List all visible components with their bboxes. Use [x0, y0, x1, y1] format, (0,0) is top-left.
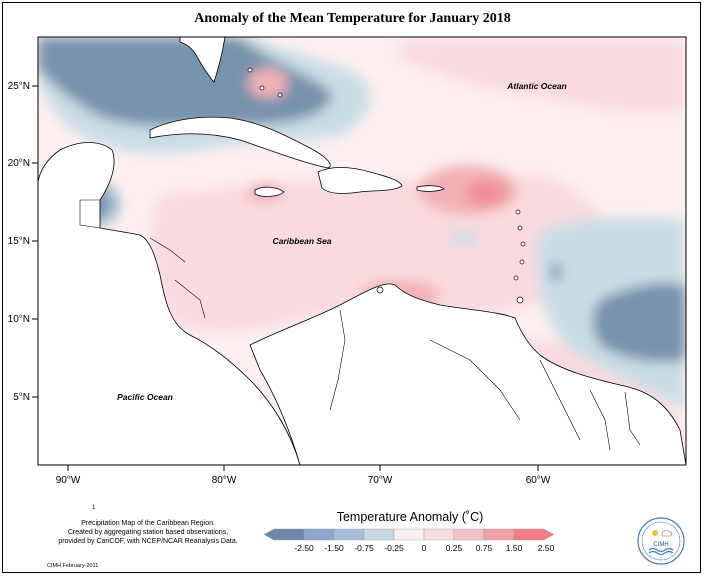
legend-label-6: 0.75 — [476, 543, 493, 553]
legend-label-5: 0.25 — [446, 543, 463, 553]
sun-icon — [652, 530, 658, 536]
french-guiana-border — [624, 391, 641, 446]
legend-label-2: -0.75 — [354, 543, 374, 553]
hispaniola-land — [317, 167, 403, 194]
legend-title: Temperature Anomaly (˚C) — [336, 510, 484, 524]
cuba-land — [149, 116, 331, 169]
latitude-axis: 25°N 20°N 15°N 10°N 5°N — [8, 81, 38, 403]
legend-swatch-0 — [263, 528, 305, 541]
lat-label-25: 25°N — [8, 81, 30, 92]
footnote-line-3: provided by CariCOF, with NCEP/NCAR Rean… — [58, 538, 238, 545]
legend-swatch-3 — [363, 528, 395, 541]
wave-icon-2 — [648, 550, 674, 556]
atlantic-ocean-label: Atlantic Ocean — [506, 81, 567, 91]
footnote-line-1: Precipitation Map of the Caribbean Regio… — [81, 520, 215, 527]
gulf-cool-core — [38, 37, 332, 127]
jamaica-land — [254, 186, 285, 197]
stray-tick-mark: 1 — [92, 505, 96, 511]
atlantic-warm-patch — [400, 40, 686, 113]
wave-icon-1 — [648, 547, 674, 553]
island-5 — [513, 275, 519, 281]
lat-label-10: 10°N — [8, 314, 30, 325]
plot-border — [37, 36, 687, 466]
lon-label-90: 90°W — [56, 475, 81, 486]
anomaly-field — [38, 37, 686, 465]
caribbean-sea-label: Caribbean Sea — [272, 236, 331, 246]
island-4 — [519, 259, 525, 265]
logo-inner-ring — [641, 521, 681, 561]
map-title: Anomaly of the Mean Temperature for Janu… — [194, 11, 511, 26]
lon-label-80: 80°W — [212, 475, 237, 486]
map-footnote: Precipitation Map of the Caribbean Regio… — [33, 519, 263, 546]
island-bahamas-2 — [277, 92, 283, 98]
island-2 — [517, 225, 523, 231]
legend-swatch-1 — [303, 528, 335, 541]
legend-swatch-2 — [333, 528, 365, 541]
leeward-warm-core — [465, 180, 505, 206]
pacific-ocean-label: Pacific Ocean — [117, 392, 173, 402]
legend-label-1: -1.50 — [324, 543, 344, 553]
legend-label-8: 2.50 — [538, 543, 555, 553]
legend-label-4: 0 — [422, 543, 427, 553]
island-aruba — [376, 286, 384, 294]
lon-label-70: 70°W — [368, 475, 393, 486]
guyana-border — [539, 359, 581, 441]
legend-colorbar: -2.50 -1.50 -0.75 -0.25 0 0.25 0.75 1.50 2.50 — [263, 528, 555, 553]
suriname-border — [589, 389, 611, 451]
colombia-venezuela-border — [329, 309, 346, 411]
island-bahamas-1 — [259, 85, 265, 91]
florida-land — [179, 37, 226, 83]
footnote-line-2: Created by aggregating station based obs… — [67, 529, 229, 536]
cloud-icon — [661, 529, 673, 537]
legend-swatch-4 — [393, 528, 425, 541]
nicaragua-border — [174, 279, 206, 319]
island-1 — [515, 209, 521, 215]
map-credit: CIMH February-2011 — [47, 563, 99, 569]
longitude-axis: 90°W 80°W 70°W 60°W — [56, 465, 551, 486]
venezuela-brazil-border — [429, 339, 521, 421]
windward-cool-spot — [449, 231, 479, 245]
legend-swatch-7 — [483, 528, 515, 541]
small-islands — [247, 67, 526, 304]
belize-guatemala-border — [79, 199, 101, 229]
caribbean-warm-belt — [151, 174, 601, 334]
legend-swatch-5 — [423, 528, 455, 541]
bahamas-warm-spot — [248, 68, 288, 98]
logo-text: CIMH — [653, 542, 668, 548]
island-trinidad — [516, 296, 524, 304]
lon-label-60: 60°W — [526, 475, 551, 486]
honduras-border — [149, 237, 186, 263]
island-3 — [520, 241, 526, 247]
puerto-rico-land — [416, 185, 445, 192]
lat-label-15: 15°N — [8, 236, 30, 247]
south-america-land — [249, 283, 686, 465]
barbados-cool-spot — [550, 263, 562, 281]
cimh-logo: CIMH — [637, 517, 685, 565]
lat-label-20: 20°N — [8, 158, 30, 169]
legend-swatch-8 — [513, 528, 555, 541]
legend-label-0: -2.50 — [294, 543, 314, 553]
east-atlantic-cool-core — [592, 283, 686, 362]
country-borders — [79, 199, 641, 451]
legend-label-7: 1.50 — [506, 543, 523, 553]
central-america-land — [38, 142, 301, 465]
legend-swatch-6 — [453, 528, 485, 541]
land-masses — [38, 37, 686, 465]
island-bahamas-3 — [247, 67, 253, 73]
lat-label-5: 5°N — [13, 392, 30, 403]
legend-label-3: -0.25 — [384, 543, 404, 553]
